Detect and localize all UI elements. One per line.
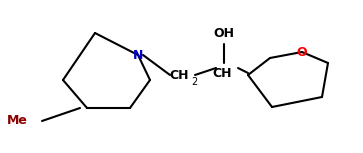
Text: 2: 2 [191, 77, 197, 87]
Text: CH: CH [169, 69, 189, 82]
Text: N: N [133, 49, 143, 62]
Text: Me: Me [7, 114, 28, 127]
Text: OH: OH [213, 26, 234, 39]
Text: O: O [297, 45, 307, 58]
Text: CH: CH [212, 67, 232, 80]
